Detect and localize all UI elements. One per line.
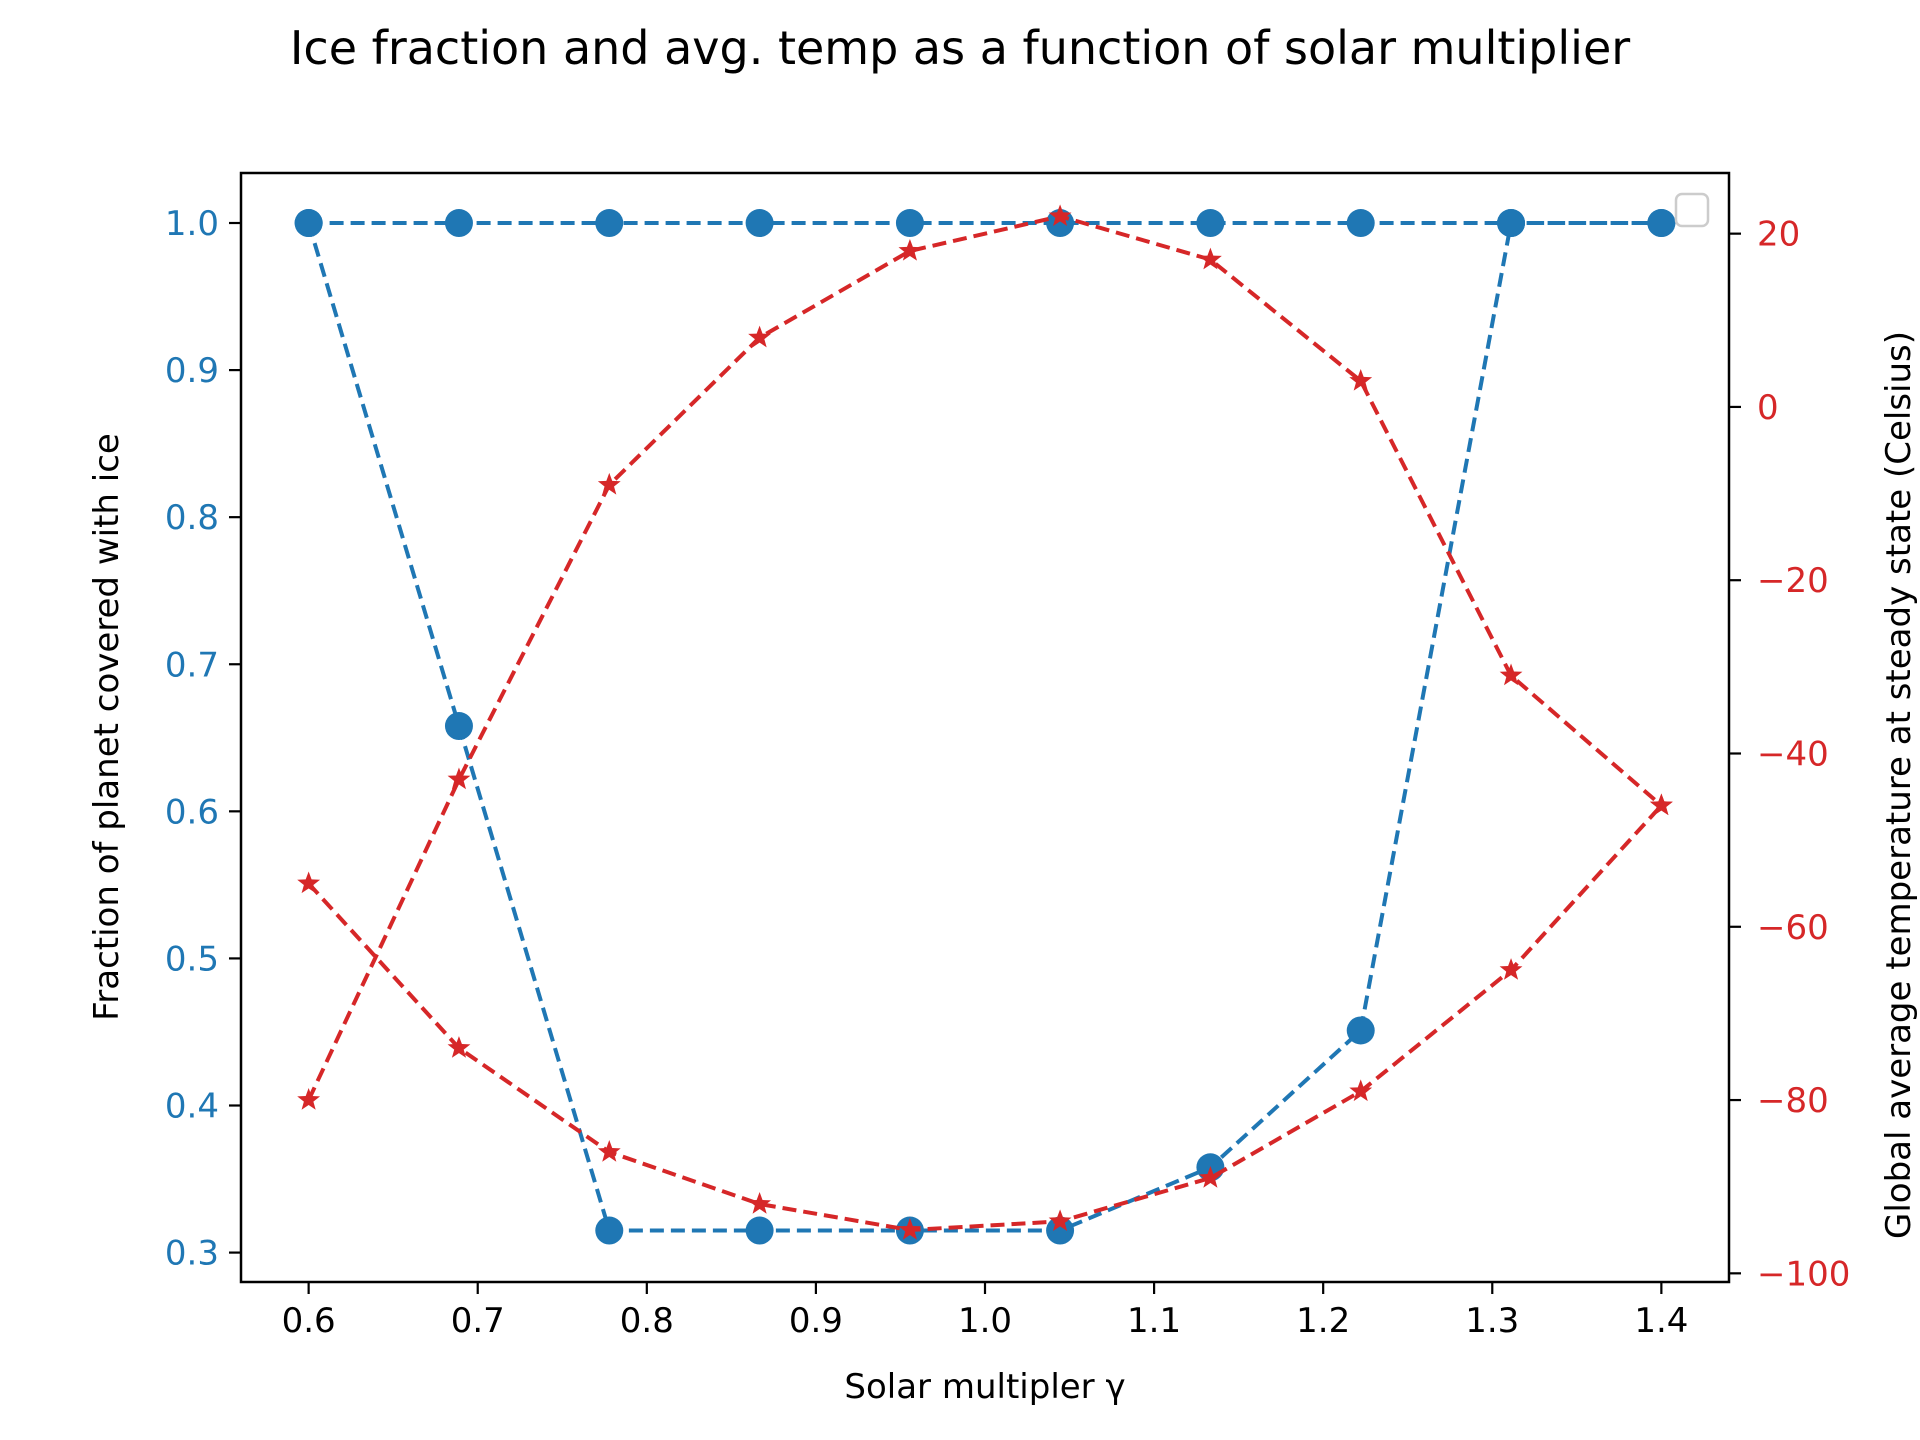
- y-left-tick-label: 0.9: [165, 351, 219, 391]
- series-2-point: [1346, 209, 1375, 238]
- chart-title: Ice fraction and avg. temp as a function…: [290, 21, 1630, 75]
- series-4-point: [1649, 793, 1673, 816]
- x-tick-label: 0.8: [620, 1301, 674, 1341]
- y-axis-left-label: Fraction of planet covered with ice: [87, 433, 127, 1021]
- x-tick-label: 0.7: [451, 1301, 505, 1341]
- series-layer: [294, 204, 1676, 1245]
- y-left-tick-label: 0.5: [165, 939, 219, 979]
- series-4-point: [898, 1218, 922, 1240]
- x-tick-label: 1.3: [1465, 1301, 1519, 1341]
- series-2-point: [294, 209, 323, 238]
- series-3-point: [1499, 663, 1523, 686]
- series-3-point: [1048, 204, 1072, 227]
- y-left-tick-label: 0.4: [165, 1087, 219, 1127]
- series-3-point: [1198, 247, 1222, 270]
- series-4-point: [597, 1140, 621, 1162]
- series-1-point: [1346, 1016, 1375, 1045]
- series-3-point: [447, 767, 471, 790]
- series-2-point: [745, 209, 774, 238]
- y-left-tick-label: 0.8: [165, 498, 219, 538]
- legend-box: [1674, 192, 1710, 228]
- series-4-point: [1198, 1166, 1222, 1188]
- y-left-tick-label: 0.3: [165, 1234, 219, 1274]
- series-3-point: [297, 1088, 321, 1110]
- series-2-point: [595, 209, 624, 238]
- x-tick-label: 0.6: [282, 1301, 336, 1341]
- series-2-point: [1647, 209, 1676, 238]
- x-tick-label: 0.9: [789, 1301, 843, 1341]
- series-line-1: [306, 221, 1662, 1233]
- x-axis: 0.6 0.7 0.8 0.9 1.0 1.1 1.2 1.3 1.4: [282, 1282, 1688, 1341]
- y-right-tick-label: 20: [1757, 215, 1800, 255]
- y-right-tick-label: 0: [1757, 388, 1779, 428]
- x-tick-label: 1.2: [1296, 1301, 1350, 1341]
- series-4-point: [1048, 1209, 1072, 1232]
- series-3-point: [898, 238, 922, 261]
- series-line-3: [306, 214, 1663, 1101]
- y-right-tick-label: −60: [1757, 908, 1829, 948]
- series-4-point: [1349, 1079, 1373, 1102]
- series-3-point: [748, 325, 772, 348]
- y-right-tick-label: −20: [1757, 561, 1829, 601]
- y-left-tick-label: 0.6: [165, 792, 219, 832]
- series-1-point: [595, 1216, 624, 1245]
- series-line-4: [307, 804, 1663, 1232]
- x-tick-label: 1.0: [958, 1301, 1012, 1341]
- y-axis-left: 0.3 0.4 0.5 0.6 0.7 0.8 0.9 1.0: [165, 204, 241, 1274]
- x-axis-label: Solar multipler γ: [844, 1367, 1125, 1407]
- series-1-point: [444, 712, 473, 741]
- series-4-point: [748, 1192, 772, 1214]
- y-right-tick-label: −40: [1757, 734, 1829, 774]
- series-4-point: [1499, 958, 1523, 980]
- series-2-point: [1196, 209, 1225, 238]
- y-left-tick-label: 1.0: [165, 204, 219, 244]
- series-4-point: [447, 1036, 471, 1058]
- series-2-point: [444, 209, 473, 238]
- series-1-point: [745, 1216, 774, 1245]
- y-axis-right-label: Global average temperature at steady sta…: [1879, 331, 1919, 1239]
- x-tick-label: 1.4: [1634, 1301, 1688, 1341]
- series-4-point: [297, 871, 321, 894]
- series-3-point: [1349, 368, 1373, 391]
- y-axis-right: −100 −80 −60 −40 −20 0 20: [1729, 215, 1850, 1294]
- series-3-point: [597, 472, 621, 495]
- series-2-point: [895, 209, 924, 238]
- y-right-tick-label: −80: [1757, 1081, 1829, 1121]
- series-2-point: [1497, 209, 1526, 238]
- series-1-point: [1046, 1216, 1075, 1245]
- y-left-tick-label: 0.7: [165, 645, 219, 685]
- x-tick-label: 1.1: [1127, 1301, 1181, 1341]
- y-right-tick-label: −100: [1757, 1254, 1850, 1294]
